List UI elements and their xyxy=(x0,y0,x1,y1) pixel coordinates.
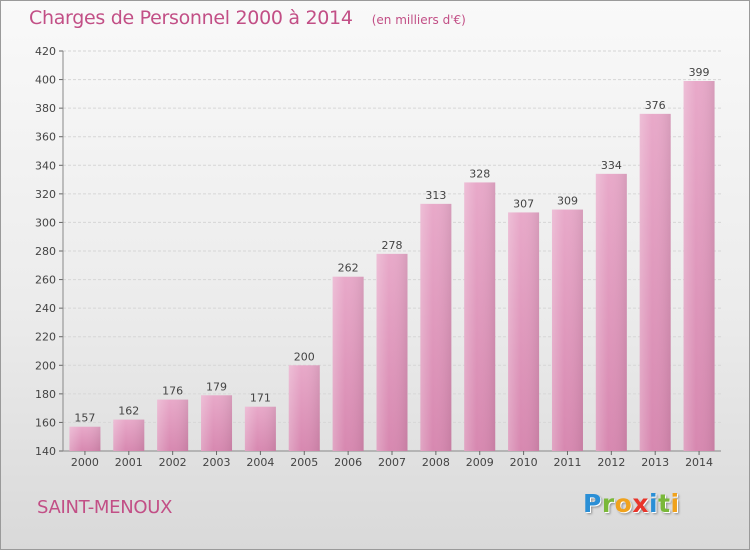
bar-shade xyxy=(376,253,408,451)
bar-shade xyxy=(69,426,101,451)
y-tick-label: 220 xyxy=(35,331,56,344)
y-tick-label: 400 xyxy=(35,74,56,87)
y-tick-label: 320 xyxy=(35,188,56,201)
commune-name: SAINT-MENOUX xyxy=(37,497,173,518)
bar-value-label: 376 xyxy=(645,99,666,112)
y-tick-label: 260 xyxy=(35,274,56,287)
x-tick-label: 2003 xyxy=(203,456,231,469)
bar-shade xyxy=(420,203,452,451)
chart-title: Charges de Personnel 2000 à 2014 xyxy=(29,7,353,29)
bar-value-label: 309 xyxy=(557,195,578,208)
bar-shade xyxy=(595,173,627,451)
bar-value-label: 179 xyxy=(206,380,227,393)
x-tick-label: 2006 xyxy=(334,456,362,469)
x-tick-label: 2000 xyxy=(71,456,99,469)
bar-shade xyxy=(683,81,715,451)
chart-title-row: Charges de Personnel 2000 à 2014 (en mil… xyxy=(29,7,466,29)
y-tick-label: 360 xyxy=(35,131,56,144)
bar-value-label: 162 xyxy=(118,405,139,418)
bar-value-label: 334 xyxy=(601,159,622,172)
bar-shade xyxy=(508,212,540,451)
y-tick-label: 380 xyxy=(35,102,56,115)
x-tick-label: 2005 xyxy=(290,456,318,469)
y-tick-label: 280 xyxy=(35,245,56,258)
bar-shade xyxy=(288,365,320,451)
y-tick-label: 180 xyxy=(35,388,56,401)
x-tick-label: 2012 xyxy=(597,456,625,469)
x-tick-label: 2004 xyxy=(246,456,274,469)
chart-subtitle: (en milliers d'€) xyxy=(371,13,466,27)
y-tick-label: 240 xyxy=(35,302,56,315)
bar-shade xyxy=(201,395,233,451)
x-tick-label: 2009 xyxy=(466,456,494,469)
bar-shade xyxy=(551,209,583,451)
logo-letter: t xyxy=(658,489,671,518)
x-tick-label: 2014 xyxy=(685,456,713,469)
bar-shade xyxy=(244,406,276,451)
bar-value-label: 307 xyxy=(513,197,534,210)
proxiti-logo: Proxiti xyxy=(583,489,680,518)
bar-value-label: 157 xyxy=(74,412,95,425)
bar-value-label: 200 xyxy=(294,350,315,363)
y-tick-label: 300 xyxy=(35,216,56,229)
y-tick-label: 340 xyxy=(35,159,56,172)
x-tick-label: 2007 xyxy=(378,456,406,469)
bar-value-label: 171 xyxy=(250,392,271,405)
y-tick-label: 160 xyxy=(35,416,56,429)
x-tick-label: 2001 xyxy=(115,456,143,469)
bar-shade xyxy=(639,113,671,451)
x-tick-label: 2002 xyxy=(159,456,187,469)
bar-value-label: 278 xyxy=(382,239,403,252)
y-tick-label: 420 xyxy=(35,45,56,58)
logo-letter: i xyxy=(649,489,659,518)
bar-value-label: 399 xyxy=(689,66,710,79)
x-tick-label: 2013 xyxy=(641,456,669,469)
y-tick-label: 140 xyxy=(35,445,56,458)
logo-letter: i xyxy=(670,489,680,518)
bar-shade xyxy=(113,419,145,451)
logo-letter: P xyxy=(583,489,602,518)
bar-value-label: 313 xyxy=(425,189,446,202)
x-tick-label: 2008 xyxy=(422,456,450,469)
bar-shade xyxy=(464,182,496,451)
y-tick-label: 200 xyxy=(35,359,56,372)
logo-letter: o xyxy=(614,489,633,518)
x-tick-label: 2010 xyxy=(510,456,538,469)
bar-shade xyxy=(332,276,364,451)
bar-value-label: 262 xyxy=(338,262,359,275)
x-tick-label: 2011 xyxy=(553,456,581,469)
logo-letter: r xyxy=(601,489,615,518)
logo-letter: x xyxy=(632,489,649,518)
bar-shade xyxy=(157,399,189,451)
bar-value-label: 328 xyxy=(469,167,490,180)
bar-value-label: 176 xyxy=(162,385,183,398)
